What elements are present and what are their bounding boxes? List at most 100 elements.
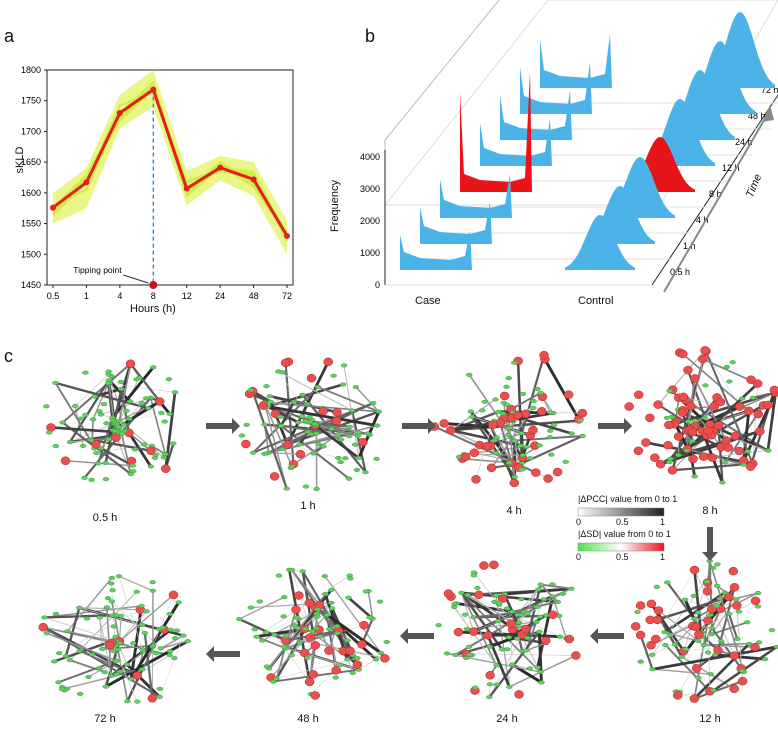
network-node-red [474, 590, 484, 600]
network-node-green [486, 695, 493, 700]
network-node-green [666, 388, 673, 393]
network-edge [264, 402, 301, 455]
network-node-red [323, 357, 333, 367]
network-node-green [43, 631, 50, 636]
network-edge [639, 634, 654, 670]
network-node-green [346, 424, 354, 429]
chart-b-ytick-label: 4000 [360, 152, 380, 162]
legend-pcc-tick-0: 0 [576, 517, 582, 527]
network-node-green [139, 647, 147, 652]
network-node-green [518, 597, 525, 602]
network-node-red [651, 634, 661, 644]
network-node-green [112, 634, 119, 639]
network-node-green [700, 643, 708, 648]
network-edge [118, 575, 154, 592]
network-edge [317, 386, 380, 413]
network-node-red [446, 425, 456, 435]
network-node-red [304, 598, 315, 608]
network-edge [74, 374, 109, 407]
network-edge [111, 366, 155, 419]
network-node-green [62, 654, 70, 659]
network-edge [510, 392, 542, 410]
network-graph [630, 558, 778, 703]
network-node-green [452, 652, 459, 657]
legend-sd-label: |ΔSD| value from 0 to 1 [578, 529, 671, 539]
network-node-red [698, 452, 709, 461]
chart-a-mean-point [116, 110, 123, 116]
network-node-green [129, 463, 137, 468]
network-node-green [109, 418, 116, 423]
network-node-green [667, 632, 674, 637]
chart-b-time-tick-label: 72 h [761, 85, 778, 95]
network-node-green [134, 699, 141, 704]
network-node-green [156, 694, 163, 699]
network-node-green [678, 654, 685, 659]
chart-a-band [53, 70, 287, 255]
network-node-green [55, 680, 62, 685]
network-node-red [673, 432, 684, 441]
network-node-green [345, 476, 353, 481]
network-edge [278, 371, 353, 411]
network-edge [267, 405, 378, 427]
network-node-red [299, 648, 310, 658]
network-node-red [358, 437, 368, 447]
network-node-green [173, 628, 181, 633]
network-node-green [306, 415, 313, 420]
network-node-green [744, 620, 751, 625]
network-node-green [159, 625, 166, 630]
network-node-green [108, 599, 116, 604]
network-node-green [131, 447, 139, 452]
network-node-green [147, 464, 155, 469]
network-edge [160, 634, 184, 650]
network-node-green [362, 589, 370, 594]
network-node-red [357, 640, 367, 649]
network-node-green [89, 417, 97, 422]
network-node-green [373, 456, 380, 461]
network-node-green [52, 611, 60, 616]
network-node-green [530, 405, 537, 411]
network-node-green [481, 399, 489, 404]
network-node-green [723, 364, 731, 369]
network-node-green [251, 627, 258, 632]
network-node-green [701, 415, 709, 420]
network-node-green [81, 475, 88, 480]
network-node-green [52, 444, 60, 449]
network-node-green [470, 615, 477, 620]
network-edge [672, 462, 753, 472]
network-node-green [71, 403, 79, 409]
network-node-red [241, 439, 251, 449]
network-node-green [510, 360, 518, 365]
network-node-green [321, 574, 329, 579]
network-edge [683, 581, 708, 652]
chart-a-mean-point [83, 179, 90, 186]
network-node-green [101, 670, 109, 675]
network-node-green [126, 399, 134, 404]
network-node-green [113, 672, 120, 677]
network-node-red [737, 676, 748, 686]
network-node-red [305, 633, 315, 642]
network-edge [326, 613, 382, 655]
network-edge [89, 438, 152, 452]
network-node-green [166, 611, 174, 617]
network-node-green [118, 431, 125, 436]
network-node-green [142, 396, 150, 401]
network-edge [673, 423, 722, 449]
network-edge [687, 448, 751, 468]
network-node-green [236, 617, 243, 622]
network-node-green [129, 469, 137, 474]
network-node-green [149, 643, 157, 648]
network-node-green [540, 597, 547, 602]
network-node-green [43, 404, 50, 409]
network-node-green [704, 650, 712, 655]
network-node-green [505, 460, 513, 465]
network-node-green [184, 639, 191, 644]
chart-b-case-hist [480, 118, 552, 166]
network-node-green [463, 627, 471, 632]
network-node-green [311, 421, 319, 426]
network-node-red [310, 641, 321, 650]
network-node-green [337, 437, 345, 442]
network-node-green [548, 452, 555, 457]
network-node-green [243, 422, 250, 427]
network-edge [686, 382, 759, 450]
